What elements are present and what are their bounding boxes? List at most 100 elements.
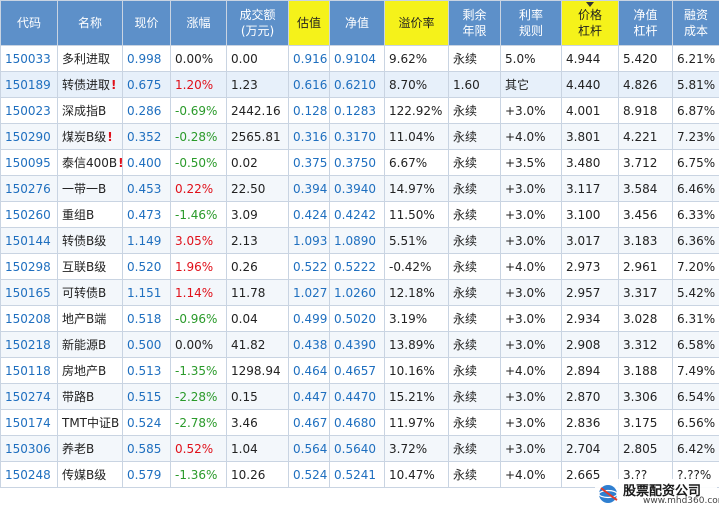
cell-nav: 0.5640 (329, 435, 385, 462)
cell-name[interactable]: 转债进取! (57, 71, 123, 98)
col-header-nav[interactable]: 净值 (329, 0, 385, 46)
cell-code[interactable]: 150248 (0, 461, 58, 488)
cell-financing-cost: 7.49% (672, 357, 719, 384)
table-row[interactable]: 150189 转债进取! 0.675 1.20% 1.23 0.616 0.6210 8.70… (0, 71, 719, 98)
fund-name-label[interactable]: 可转债B (62, 286, 107, 300)
cell-nav: 1.0890 (329, 227, 385, 254)
table-row[interactable]: 150165 可转债B 1.151 1.14% 11.78 1.027 1.0260 12.1… (0, 279, 719, 306)
fund-name-label[interactable]: 地产B端 (62, 312, 107, 326)
col-header-change[interactable]: 涨幅 (170, 0, 227, 46)
cell-code[interactable]: 150033 (0, 45, 58, 72)
col-header-price[interactable]: 现价 (122, 0, 171, 46)
cell-name[interactable]: 泰信400B! (57, 149, 123, 176)
cell-code[interactable]: 150118 (0, 357, 58, 384)
watermark-title: 股票配资公司 (623, 484, 702, 499)
table-row[interactable]: 150276 一带一B 0.453 0.22% 22.50 0.394 0.3940 14.9… (0, 175, 719, 202)
col-header-price-leverage[interactable]: 价格 杠杆 (561, 0, 619, 46)
cell-premium: 11.97% (384, 409, 449, 436)
cell-code[interactable]: 150274 (0, 383, 58, 410)
cell-code[interactable]: 150306 (0, 435, 58, 462)
cell-remaining-years: 永续 (448, 331, 501, 358)
cell-name[interactable]: 新能源B (57, 331, 123, 358)
cell-code[interactable]: 150174 (0, 409, 58, 436)
cell-code[interactable]: 150276 (0, 175, 58, 202)
cell-financing-cost: 6.42% (672, 435, 719, 462)
cell-code[interactable]: 150298 (0, 253, 58, 280)
cell-price: 0.579 (122, 461, 171, 488)
cell-name[interactable]: 转债B级 (57, 227, 123, 254)
cell-name[interactable]: 带路B (57, 383, 123, 410)
cell-name[interactable]: 养老B (57, 435, 123, 462)
table-row[interactable]: 150095泰信400B!0.400-0.50%0.020.3750.37506… (0, 149, 719, 176)
table-row[interactable]: 150290 煤炭B级! 0.352 -0.28% 2565.81 0.316 0.3170… (0, 123, 719, 150)
fund-name-label[interactable]: 转债进取 (62, 78, 111, 92)
cell-name[interactable]: 一带一B (57, 175, 123, 202)
cell-name[interactable]: TMT中证B (57, 409, 123, 436)
cell-nav-leverage: 3.183 (618, 227, 673, 254)
cell-premium: 14.97% (384, 175, 449, 202)
cell-code[interactable]: 150144 (0, 227, 58, 254)
cell-code[interactable]: 150165 (0, 279, 58, 306)
cell-name[interactable]: 重组B (57, 201, 123, 228)
table-row[interactable]: 150174 TMT中证B 0.524 -2.78% 3.46 0.467 0.4680 11… (0, 409, 719, 436)
fund-name-label[interactable]: 深成指B (62, 104, 107, 118)
cell-name[interactable]: 地产B端 (57, 305, 123, 332)
table-row[interactable]: 150260 重组B 0.473 -1.46% 3.09 0.424 0.4242 11.50… (0, 201, 719, 228)
cell-name[interactable]: 传媒B级 (57, 461, 123, 488)
cell-name[interactable]: 深成指B (57, 97, 123, 124)
cell-code[interactable]: 150218 (0, 331, 58, 358)
cell-premium: 15.21% (384, 383, 449, 410)
cell-code[interactable]: 150189 (0, 71, 58, 98)
fund-name-label[interactable]: 养老B (62, 442, 95, 456)
col-header-financing-cost[interactable]: 融资 成本 (672, 0, 719, 46)
fund-name-label[interactable]: 一带一B (62, 182, 107, 196)
col-header-rate-rule[interactable]: 利率 规则 (500, 0, 562, 46)
fund-name-label[interactable]: 互联B级 (62, 260, 107, 274)
cell-volume: 1.23 (226, 71, 289, 98)
fund-name-label[interactable]: TMT中证B (62, 416, 120, 430)
cell-code[interactable]: 150290 (0, 123, 58, 150)
cell-name[interactable]: 可转债B (57, 279, 123, 306)
table-row[interactable]: 150298 互联B级 0.520 1.96% 0.26 0.522 0.5222 -0.42… (0, 253, 719, 280)
cell-financing-cost: 7.23% (672, 123, 719, 150)
cell-financing-cost: 6.54% (672, 383, 719, 410)
col-header-volume[interactable]: 成交额 (万元) (226, 0, 289, 46)
table-row[interactable]: 150033 多利进取 0.998 0.00% 0.00 0.916 0.9104 9.62%… (0, 45, 719, 72)
cell-name[interactable]: 互联B级 (57, 253, 123, 280)
cell-code[interactable]: 150208 (0, 305, 58, 332)
table-row[interactable]: 150248 传媒B级 0.579 -1.36% 10.26 0.524 0.5241 10.… (0, 461, 719, 488)
cell-code[interactable]: 150023 (0, 97, 58, 124)
fund-name-label[interactable]: 传媒B级 (62, 468, 107, 482)
table-row[interactable]: 150023 深成指B 0.286 -0.69% 2442.16 0.128 0.1283 1… (0, 97, 719, 124)
cell-code[interactable]: 150095 (0, 149, 58, 176)
cell-name[interactable]: 房地产B (57, 357, 123, 384)
fund-name-label[interactable]: 房地产B (62, 364, 107, 378)
cell-estimate: 0.394 (288, 175, 330, 202)
col-header-premium[interactable]: 溢价率 (384, 0, 449, 46)
fund-name-label[interactable]: 转债B级 (62, 234, 107, 248)
cell-price: 0.513 (122, 357, 171, 384)
table-row[interactable]: 150306 养老B 0.585 0.52% 1.04 0.564 0.5640 3.72% 永… (0, 435, 719, 462)
cell-financing-cost: 6.36% (672, 227, 719, 254)
cell-code[interactable]: 150260 (0, 201, 58, 228)
cell-name[interactable]: 煤炭B级! (57, 123, 123, 150)
col-header-code[interactable]: 代码 (0, 0, 58, 46)
cell-price-leverage: 3.117 (561, 175, 619, 202)
fund-name-label[interactable]: 煤炭B级 (62, 130, 107, 144)
fund-name-label[interactable]: 重组B (62, 208, 95, 222)
fund-name-label[interactable]: 泰信400B (62, 156, 118, 170)
col-header-estimate[interactable]: 估值 (288, 0, 330, 46)
fund-name-label[interactable]: 多利进取 (62, 52, 111, 66)
col-header-remaining-years[interactable]: 剩余 年限 (448, 0, 501, 46)
table-row[interactable]: 150218 新能源B 0.500 0.00% 41.82 0.438 0.4390 13.8… (0, 331, 719, 358)
cell-nav-leverage: 4.826 (618, 71, 673, 98)
table-row[interactable]: 150274 带路B 0.515 -2.28% 0.15 0.447 0.4470 15.21… (0, 383, 719, 410)
table-row[interactable]: 150208 地产B端 0.518 -0.96% 0.04 0.499 0.5020 3.19… (0, 305, 719, 332)
fund-name-label[interactable]: 带路B (62, 390, 95, 404)
table-row[interactable]: 150144 转债B级 1.149 3.05% 2.13 1.093 1.0890 5.51%… (0, 227, 719, 254)
col-header-name[interactable]: 名称 (57, 0, 123, 46)
col-header-nav-leverage[interactable]: 净值 杠杆 (618, 0, 673, 46)
cell-name[interactable]: 多利进取 (57, 45, 123, 72)
table-row[interactable]: 150118 房地产B 0.513 -1.35% 1298.94 0.464 0.4657 1… (0, 357, 719, 384)
fund-name-label[interactable]: 新能源B (62, 338, 107, 352)
